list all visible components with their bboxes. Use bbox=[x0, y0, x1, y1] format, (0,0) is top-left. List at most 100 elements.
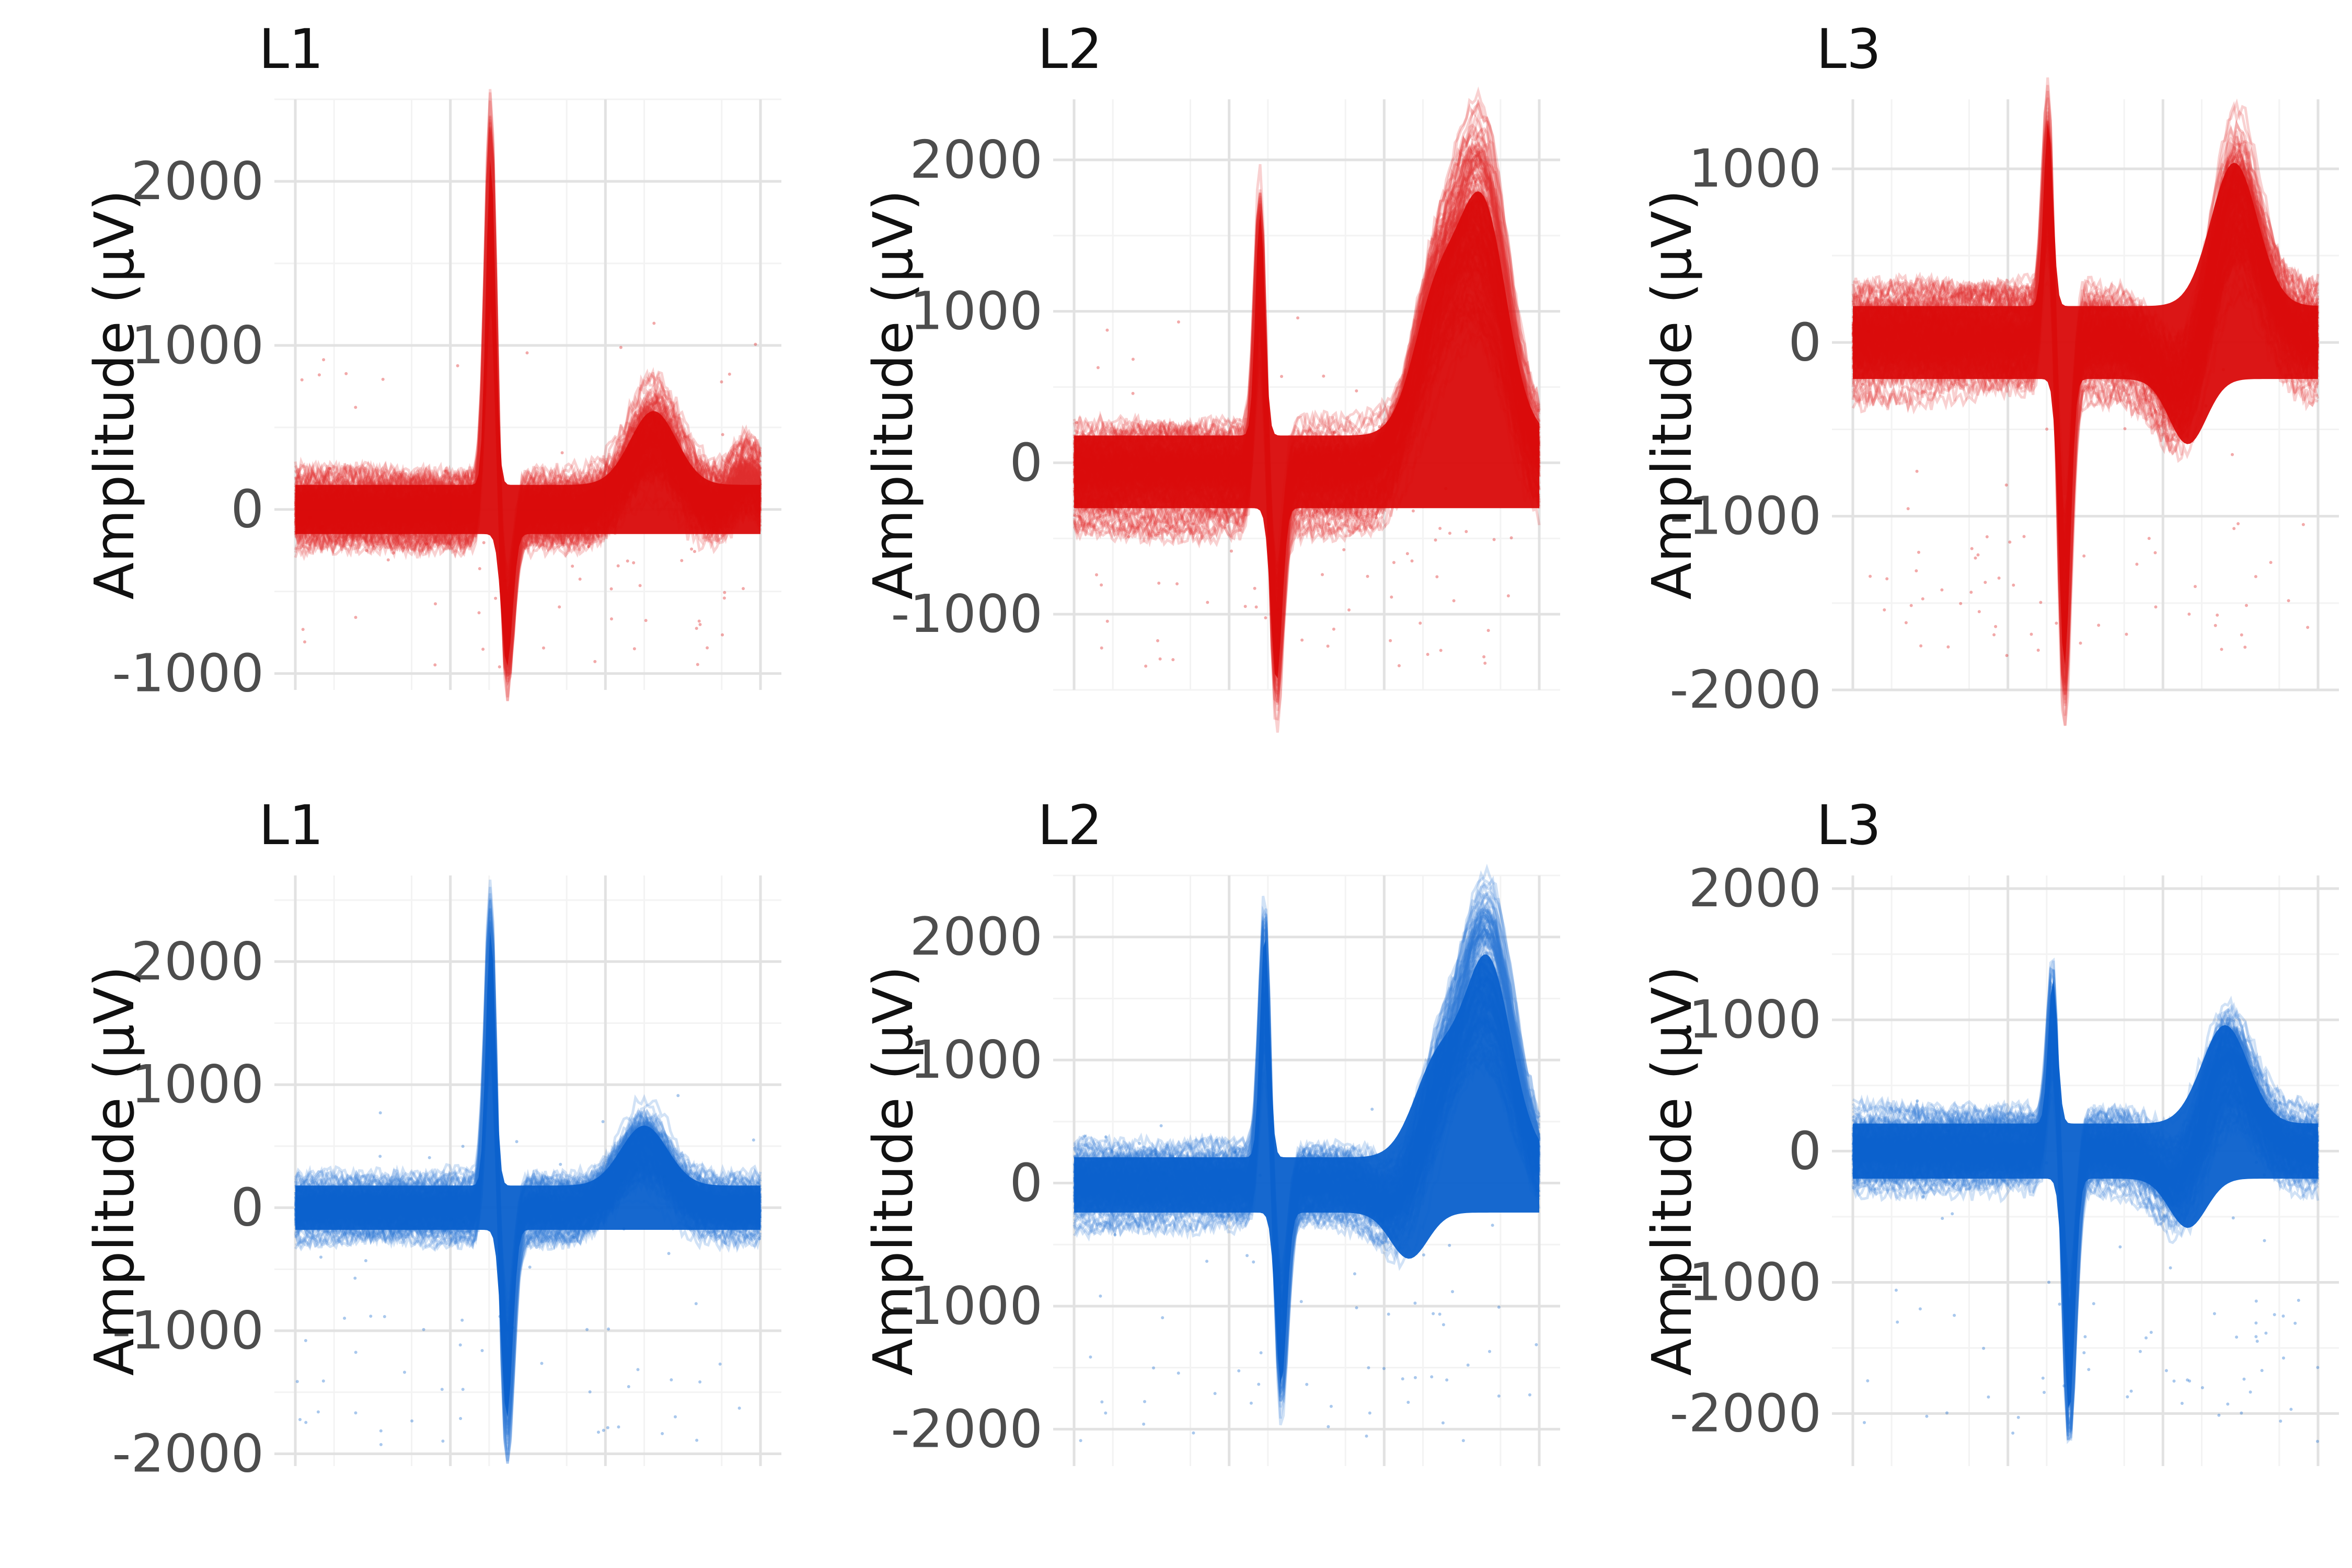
outlier-point bbox=[2287, 599, 2290, 603]
outlier-point bbox=[295, 1380, 299, 1383]
outlier-point bbox=[1370, 1108, 1374, 1111]
waveform-trace bbox=[294, 173, 762, 663]
outlier-point bbox=[344, 372, 348, 375]
outlier-point bbox=[443, 469, 447, 473]
waveform-trace bbox=[294, 931, 762, 1391]
panel-red-l2: -1000 0 1000 2000 L2 Amplitude (µV) bbox=[861, 17, 1560, 733]
outlier-point bbox=[354, 406, 358, 409]
outlier-point bbox=[321, 1379, 325, 1383]
outlier-point bbox=[481, 648, 485, 651]
outlier-point bbox=[667, 1252, 671, 1255]
outlier-point bbox=[652, 321, 656, 325]
outlier-point bbox=[1116, 1190, 1120, 1193]
y-tick-label: 1000 bbox=[131, 1054, 264, 1115]
outlier-point bbox=[2005, 654, 2009, 658]
waveform-trace bbox=[295, 1010, 762, 1309]
waveform-trace bbox=[294, 149, 762, 649]
outlier-point bbox=[1491, 1224, 1494, 1227]
waveform-core-band bbox=[295, 931, 760, 1417]
outlier-point bbox=[301, 628, 305, 631]
outlier-point bbox=[2153, 551, 2157, 555]
outlier-point bbox=[1375, 516, 1378, 520]
waveform-trace bbox=[294, 126, 762, 647]
outlier-point bbox=[2301, 523, 2305, 526]
outlier-point bbox=[1131, 391, 1135, 395]
outlier-point bbox=[2254, 1335, 2258, 1339]
outlier-point bbox=[462, 1220, 465, 1224]
outlier-point bbox=[2180, 1402, 2184, 1405]
waveform-trace bbox=[294, 141, 762, 651]
outlier-point bbox=[2279, 1420, 2282, 1423]
outlier-point bbox=[2316, 1439, 2319, 1443]
panel-blue-l2: -2000 -1000 0 1000 2000 L2 Amplitude (µV) bbox=[861, 793, 1560, 1466]
waveform-trace bbox=[294, 190, 761, 659]
outlier-point bbox=[696, 663, 699, 666]
outlier-point bbox=[1143, 1400, 1146, 1403]
outlier-point bbox=[353, 1276, 357, 1280]
outlier-point bbox=[1296, 316, 1299, 320]
waveform-trace bbox=[294, 224, 762, 624]
outlier-point bbox=[2187, 613, 2191, 616]
outlier-point bbox=[2004, 483, 2008, 487]
outlier-point bbox=[2231, 453, 2234, 456]
outlier-point bbox=[1497, 1394, 1501, 1398]
outlier-point bbox=[365, 549, 368, 552]
y-axis-label: Amplitude (µV) bbox=[83, 190, 146, 599]
outlier-point bbox=[1445, 1378, 1449, 1382]
outlier-point bbox=[482, 541, 486, 545]
outlier-point bbox=[2238, 1101, 2242, 1104]
outlier-point bbox=[369, 1315, 373, 1318]
y-tick-label: -1000 bbox=[891, 583, 1043, 644]
outlier-point bbox=[1401, 1377, 1404, 1381]
outlier-point bbox=[2316, 1366, 2320, 1369]
y-axis-label: Amplitude (µV) bbox=[1640, 966, 1704, 1376]
y-tick-label: 0 bbox=[230, 479, 264, 540]
outlier-point bbox=[1448, 1243, 1451, 1247]
outlier-point bbox=[2273, 1313, 2276, 1317]
outlier-point bbox=[695, 627, 698, 630]
waveform-trace bbox=[294, 126, 762, 671]
outlier-point bbox=[2135, 562, 2139, 566]
outlier-point bbox=[609, 587, 613, 591]
outlier-point bbox=[1083, 1134, 1087, 1138]
waveform-trace bbox=[294, 191, 762, 653]
y-tick-label: 0 bbox=[1788, 1120, 1821, 1181]
outlier-point bbox=[586, 545, 590, 548]
outlier-point bbox=[2188, 1379, 2192, 1383]
outlier-point bbox=[354, 1351, 358, 1354]
outlier-point bbox=[742, 587, 745, 591]
outlier-point bbox=[2263, 1173, 2266, 1177]
outlier-point bbox=[298, 1418, 302, 1421]
outlier-point bbox=[2260, 1369, 2264, 1373]
outlier-point bbox=[1386, 467, 1390, 470]
y-tick-label: 2000 bbox=[131, 931, 264, 992]
waveform-trace bbox=[294, 128, 762, 667]
outlier-point bbox=[1432, 1312, 1435, 1316]
outlier-point bbox=[1873, 1187, 1876, 1191]
y-tick-label: 0 bbox=[230, 1177, 264, 1238]
outlier-point bbox=[737, 1406, 741, 1410]
outlier-point bbox=[626, 559, 629, 563]
waveform-trace bbox=[294, 116, 762, 668]
outlier-point bbox=[718, 1362, 722, 1366]
outlier-point bbox=[635, 1168, 638, 1172]
y-tick-label: 2000 bbox=[910, 906, 1043, 967]
waveform-trace bbox=[1073, 932, 1541, 1278]
waveform-trace bbox=[294, 138, 762, 678]
outlier-point bbox=[498, 665, 501, 668]
outlier-point bbox=[1146, 1178, 1149, 1182]
waveform-trace bbox=[294, 135, 762, 656]
outlier-point bbox=[461, 1388, 465, 1391]
waveform-trace bbox=[294, 149, 762, 665]
panel-title: L2 bbox=[1037, 793, 1102, 857]
outlier-point bbox=[2281, 1315, 2285, 1318]
outlier-point bbox=[632, 647, 636, 651]
outlier-point bbox=[1206, 601, 1209, 604]
outlier-point bbox=[1883, 608, 1886, 612]
outlier-point bbox=[665, 459, 668, 463]
outlier-point bbox=[2194, 585, 2197, 589]
outlier-point bbox=[1165, 1186, 1168, 1190]
outlier-point bbox=[449, 1217, 453, 1221]
outlier-point bbox=[1258, 1173, 1262, 1177]
